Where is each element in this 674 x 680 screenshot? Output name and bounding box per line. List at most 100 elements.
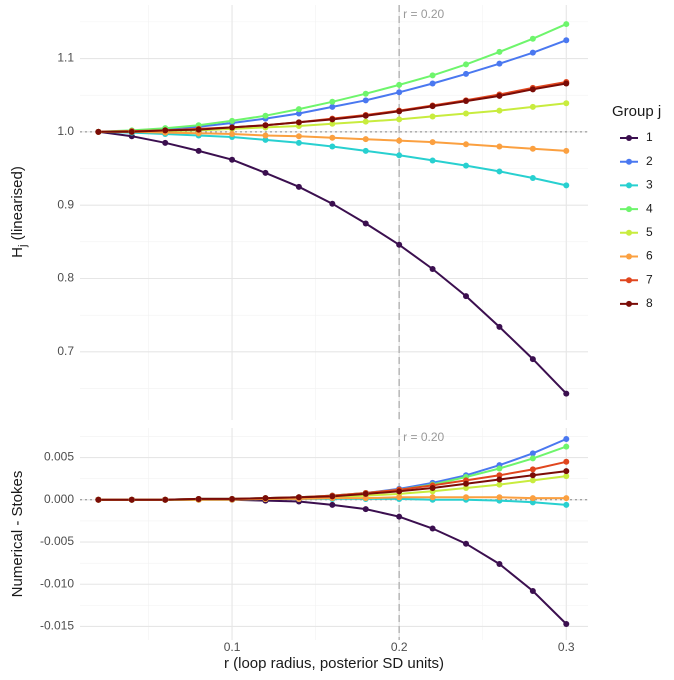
data-point <box>463 98 470 105</box>
data-point <box>195 147 202 154</box>
data-point <box>162 127 169 134</box>
legend-label: 5 <box>646 225 653 239</box>
legend-key <box>626 229 632 236</box>
data-point <box>329 493 336 500</box>
data-point <box>529 175 536 182</box>
data-point <box>329 103 336 110</box>
data-point <box>463 540 470 547</box>
legend-key <box>626 182 632 189</box>
data-point <box>563 620 570 627</box>
data-point <box>563 443 570 450</box>
data-point <box>396 108 403 115</box>
data-point <box>529 499 536 506</box>
data-point <box>529 588 536 595</box>
annotation: r = 0.20 <box>403 7 444 21</box>
legend-key <box>626 206 632 213</box>
data-point <box>429 157 436 164</box>
data-point <box>529 455 536 462</box>
data-point <box>496 494 503 501</box>
data-point <box>529 86 536 93</box>
data-point <box>396 137 403 144</box>
y-axis-title: Numerical - Stokes <box>9 471 26 598</box>
data-point <box>529 103 536 110</box>
legend-label: 6 <box>646 249 653 263</box>
data-point <box>396 488 403 495</box>
data-point <box>429 265 436 272</box>
data-point <box>563 21 570 28</box>
data-point <box>563 147 570 154</box>
data-point <box>563 100 570 107</box>
data-point <box>563 473 570 480</box>
data-point <box>362 97 369 104</box>
legend-label: 3 <box>646 178 653 192</box>
data-point <box>329 116 336 123</box>
data-point <box>429 113 436 120</box>
data-point <box>396 152 403 159</box>
series-line <box>98 23 567 133</box>
data-point <box>496 143 503 150</box>
y-tick-label: 0.000 <box>44 492 74 506</box>
data-point <box>563 435 570 442</box>
y-tick-label: -0.005 <box>40 534 74 548</box>
data-point <box>529 145 536 152</box>
data-point <box>329 98 336 105</box>
data-point <box>529 495 536 502</box>
data-point <box>362 118 369 125</box>
data-point <box>529 35 536 42</box>
data-point <box>329 120 336 127</box>
data-point <box>229 131 236 138</box>
data-point <box>529 450 536 457</box>
data-point <box>262 132 269 139</box>
data-point <box>295 139 302 146</box>
data-point <box>463 494 470 501</box>
data-point <box>496 60 503 67</box>
legend-key <box>626 300 632 307</box>
legend-label: 2 <box>646 154 653 168</box>
data-point <box>463 162 470 169</box>
data-point <box>162 139 169 146</box>
data-point <box>362 495 369 502</box>
y-title-main: H <box>9 247 26 258</box>
data-point <box>229 495 236 502</box>
data-point <box>429 484 436 491</box>
data-point <box>396 89 403 96</box>
data-point <box>262 122 269 129</box>
data-point <box>229 117 236 124</box>
data-point <box>229 156 236 163</box>
data-point <box>329 501 336 508</box>
data-point <box>496 481 503 488</box>
data-point <box>362 220 369 227</box>
data-point <box>563 495 570 502</box>
x-tick-label: 0.1 <box>224 640 241 654</box>
legend-label: 1 <box>646 130 653 144</box>
data-point <box>162 496 169 503</box>
data-point <box>362 136 369 143</box>
annotation: r = 0.20 <box>403 430 444 444</box>
data-point <box>563 182 570 189</box>
data-point <box>429 72 436 79</box>
data-point <box>463 293 470 300</box>
data-point <box>429 494 436 501</box>
y-tick-label: 0.9 <box>57 197 74 211</box>
data-point <box>362 490 369 497</box>
data-point <box>329 134 336 141</box>
x-axis-title: r (loop radius, posterior SD units) <box>224 655 444 672</box>
data-point <box>362 147 369 154</box>
y-title-sub: j <box>17 245 29 248</box>
data-point <box>463 70 470 77</box>
data-point <box>262 112 269 119</box>
data-point <box>529 466 536 473</box>
data-point <box>463 110 470 117</box>
data-point <box>295 119 302 126</box>
data-point <box>496 92 503 99</box>
data-point <box>429 80 436 87</box>
data-point <box>295 183 302 190</box>
y-title-rest: (linearised) <box>9 166 26 244</box>
data-point <box>95 128 102 135</box>
legend-key <box>626 253 632 260</box>
data-point <box>195 495 202 502</box>
legend-title: Group j <box>612 103 661 120</box>
data-point <box>396 241 403 248</box>
data-point <box>295 494 302 501</box>
